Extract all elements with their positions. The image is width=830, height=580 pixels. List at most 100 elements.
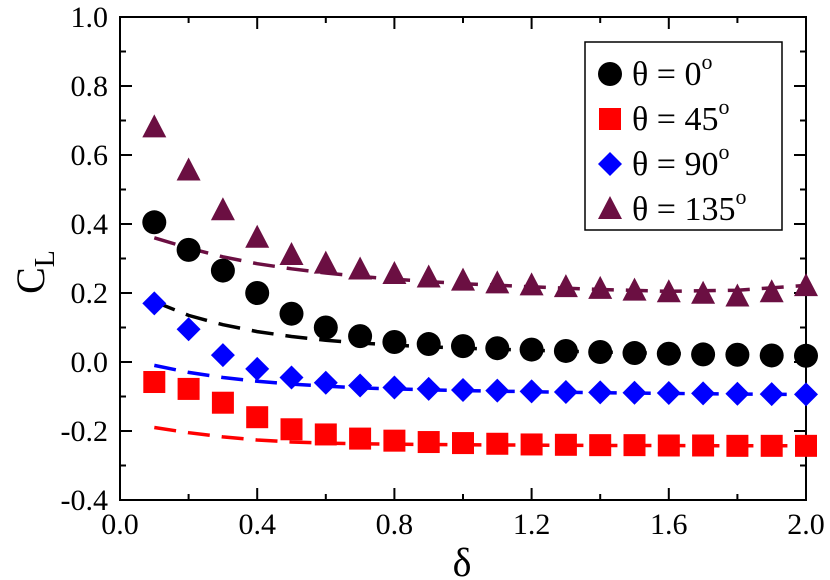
x-tick-label: 0.8 bbox=[376, 508, 414, 541]
data-point-triangle bbox=[725, 283, 750, 307]
data-point-circle bbox=[485, 336, 510, 361]
data-point-diamond bbox=[142, 291, 167, 316]
data-point-triangle bbox=[622, 277, 647, 301]
data-point-circle bbox=[553, 338, 578, 363]
legend-label: θ = 90o bbox=[632, 139, 729, 183]
data-point-triangle bbox=[656, 279, 681, 303]
data-point-triangle bbox=[485, 270, 510, 294]
data-point-circle bbox=[519, 337, 544, 362]
data-point-triangle bbox=[416, 264, 441, 288]
data-point-square bbox=[383, 429, 406, 452]
data-point-diamond bbox=[279, 365, 304, 390]
legend-label-degree: o bbox=[735, 184, 746, 209]
data-point-square bbox=[760, 434, 783, 457]
data-point-square bbox=[246, 406, 269, 429]
data-points bbox=[142, 114, 818, 457]
y-tick-label: 0.8 bbox=[71, 70, 109, 103]
data-point-circle bbox=[451, 334, 475, 359]
x-tick-label: 1.6 bbox=[650, 508, 688, 541]
data-point-square bbox=[143, 371, 166, 394]
y-tick-label: 0.2 bbox=[71, 277, 109, 310]
x-tick-label: 2.0 bbox=[787, 508, 825, 541]
data-point-square bbox=[211, 391, 234, 414]
data-point-square bbox=[520, 433, 543, 456]
data-point-triangle bbox=[691, 280, 716, 304]
data-point-circle bbox=[313, 315, 338, 340]
y-tick-label: -0.2 bbox=[61, 415, 109, 448]
data-point-circle bbox=[759, 343, 784, 368]
data-point-circle bbox=[416, 332, 441, 357]
data-point-square bbox=[623, 434, 646, 457]
data-point-triangle bbox=[245, 224, 270, 248]
data-point-circle bbox=[656, 341, 681, 366]
y-axis-title-sub: L bbox=[30, 250, 61, 267]
data-point-circle bbox=[691, 342, 716, 367]
data-point-diamond bbox=[622, 380, 647, 405]
data-point-diamond bbox=[348, 373, 373, 398]
x-axis-title: δ bbox=[453, 540, 472, 580]
data-point-circle bbox=[348, 324, 373, 349]
data-point-circle bbox=[622, 341, 647, 366]
data-point-diamond bbox=[588, 380, 613, 405]
data-point-triangle bbox=[553, 274, 578, 298]
data-point-circle bbox=[588, 339, 613, 364]
data-point-diamond bbox=[759, 382, 784, 407]
legend-label-text: θ = 90 bbox=[632, 146, 718, 183]
legend-label-degree: o bbox=[701, 49, 712, 74]
legend-label: θ = 45o bbox=[632, 94, 729, 138]
data-point-triangle bbox=[348, 256, 373, 280]
x-tick-label: 0.0 bbox=[101, 508, 139, 541]
data-point-diamond bbox=[656, 381, 681, 406]
data-point-triangle bbox=[519, 272, 544, 296]
y-tick-label: 1.0 bbox=[71, 1, 109, 34]
data-point-circle bbox=[725, 342, 750, 367]
data-point-circle bbox=[245, 281, 270, 305]
data-point-diamond bbox=[725, 381, 750, 406]
legend-label-degree: o bbox=[718, 139, 729, 164]
data-point-square bbox=[177, 377, 200, 400]
data-point-circle bbox=[382, 329, 407, 354]
y-axis-title: CL bbox=[8, 250, 61, 294]
legend-label-degree: o bbox=[718, 94, 729, 119]
legend-label-text: θ = 135 bbox=[632, 191, 735, 228]
data-point-square bbox=[486, 432, 509, 455]
data-point-diamond bbox=[553, 380, 578, 405]
x-tick-label: 0.4 bbox=[238, 508, 276, 541]
data-point-square bbox=[726, 434, 749, 457]
data-point-square bbox=[452, 432, 474, 455]
data-point-triangle bbox=[588, 275, 613, 299]
data-point-square bbox=[692, 434, 715, 457]
data-point-triangle bbox=[210, 197, 235, 221]
data-point-triangle bbox=[313, 250, 338, 274]
data-point-diamond bbox=[382, 375, 407, 400]
data-point-triangle bbox=[451, 267, 475, 291]
svg-text:CL: CL bbox=[8, 250, 61, 294]
data-point-triangle bbox=[279, 242, 304, 266]
y-axis-title-main: C bbox=[8, 267, 53, 294]
data-point-diamond bbox=[245, 356, 270, 381]
legend-label: θ = 0o bbox=[632, 49, 712, 93]
data-point-diamond bbox=[519, 379, 544, 404]
data-point-circle bbox=[210, 258, 235, 283]
data-point-square bbox=[417, 431, 440, 454]
legend-label-text: θ = 45 bbox=[632, 101, 718, 138]
data-point-diamond bbox=[416, 376, 441, 401]
data-point-circle bbox=[794, 343, 818, 368]
data-point-diamond bbox=[210, 343, 235, 368]
axis-ticks: 0.0 0.4 0.8 1.2 1.6 2.0 -0.4 -0.2 0.0 0.2 0.4 0.6 0.… bbox=[61, 1, 825, 541]
x-tick-label: 1.2 bbox=[513, 508, 551, 541]
y-tick-label: 0.6 bbox=[71, 139, 109, 172]
data-point-square bbox=[349, 427, 372, 450]
data-point-diamond bbox=[691, 381, 716, 406]
y-tick-label: -0.4 bbox=[61, 484, 109, 517]
data-point-diamond bbox=[485, 378, 510, 403]
data-point-diamond bbox=[794, 382, 818, 407]
data-point-circle bbox=[142, 210, 167, 235]
legend-label: θ = 135o bbox=[632, 184, 746, 228]
data-point-square bbox=[589, 434, 612, 457]
data-point-square bbox=[314, 423, 337, 446]
y-tick-label: 0.4 bbox=[71, 208, 109, 241]
legend-marker-triangle bbox=[598, 196, 622, 219]
